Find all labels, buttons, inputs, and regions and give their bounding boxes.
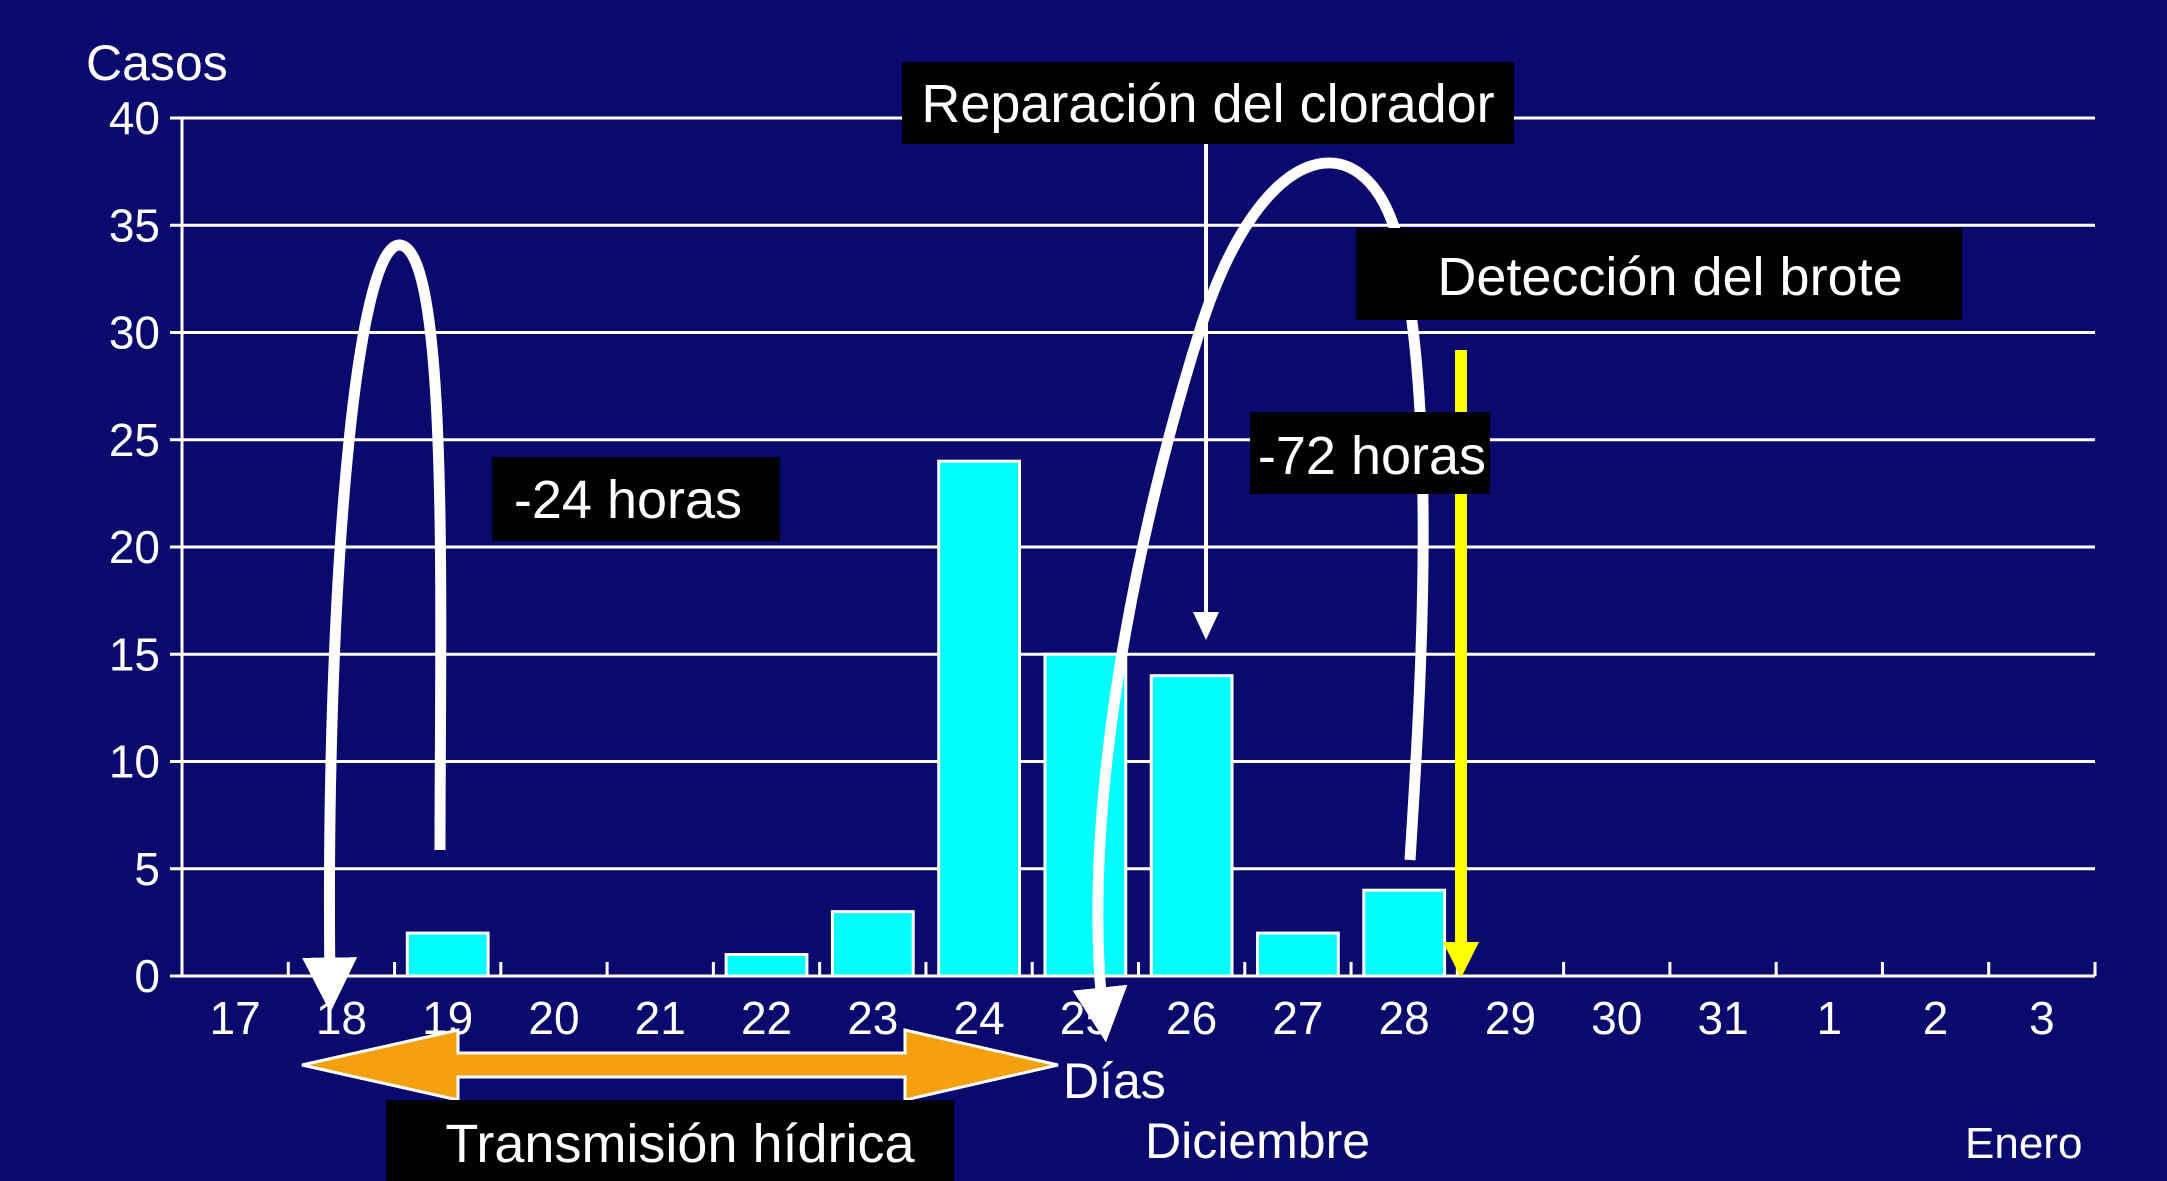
annotation-reparacion: Reparación del clorador bbox=[902, 62, 1514, 144]
x-tick-label-20: 20 bbox=[528, 992, 579, 1044]
gridlines bbox=[182, 116, 2095, 871]
x-tick-label-27: 27 bbox=[1272, 992, 1323, 1044]
deteccion-marker-head bbox=[1443, 942, 1479, 978]
x-tick-label-28: 28 bbox=[1379, 992, 1430, 1044]
annotation-72h: -72 horas bbox=[1250, 412, 1490, 494]
annotation-deteccion-text: Detección del brote bbox=[1437, 247, 1902, 307]
x-tick-label-17: 17 bbox=[210, 992, 261, 1044]
curved-arrow-24h bbox=[302, 239, 447, 1013]
y-tick-label-40: 40 bbox=[109, 92, 160, 144]
month-label-enero: Enero bbox=[1965, 1119, 2082, 1168]
x-tick-label-2: 2 bbox=[1923, 992, 1949, 1044]
y-tick-label-15: 15 bbox=[109, 628, 160, 680]
annotation-transmision: Transmisión hídrica bbox=[386, 1100, 954, 1181]
annotation-24h-text: -24 horas bbox=[514, 470, 742, 530]
x-tick-label-22: 22 bbox=[741, 992, 792, 1044]
y-tick-label-10: 10 bbox=[109, 736, 160, 788]
y-tick-label-25: 25 bbox=[109, 414, 160, 466]
bar-24 bbox=[937, 459, 1021, 978]
x-tick-label-3: 3 bbox=[2029, 992, 2055, 1044]
y-tick-label-35: 35 bbox=[109, 199, 160, 251]
bar-27 bbox=[1256, 931, 1340, 978]
x-tick-label-31: 31 bbox=[1697, 992, 1748, 1044]
y-tick-label-30: 30 bbox=[109, 307, 160, 359]
annotation-reparacion-text: Reparación del clorador bbox=[921, 74, 1494, 134]
x-axis-label: Días bbox=[1063, 1053, 1166, 1109]
annotation-24h: -24 horas bbox=[492, 457, 780, 541]
curved-arrow-72h bbox=[1072, 157, 1429, 1043]
y-axis-ticks: 0 5 10 15 20 25 30 35 40 bbox=[109, 92, 182, 1002]
x-tick-label-21: 21 bbox=[635, 992, 686, 1044]
bars bbox=[405, 459, 1447, 978]
annotation-deteccion: Detección del brote bbox=[1356, 228, 1962, 320]
transmision-range-arrow bbox=[301, 1028, 1059, 1102]
x-tick-label-1: 1 bbox=[1817, 992, 1843, 1044]
x-tick-label-23: 23 bbox=[847, 992, 898, 1044]
bar-23 bbox=[830, 910, 915, 978]
reparacion-arrow-head bbox=[1193, 612, 1219, 640]
y-axis-label: Casos bbox=[86, 35, 228, 91]
x-tick-label-24: 24 bbox=[953, 992, 1004, 1044]
annotation-transmision-text: Transmisión hídrica bbox=[445, 1114, 915, 1174]
bar-22 bbox=[724, 953, 809, 978]
bar-26 bbox=[1149, 674, 1234, 978]
bar-28 bbox=[1362, 888, 1447, 978]
month-label-diciembre: Diciembre bbox=[1145, 1113, 1370, 1169]
y-tick-label-0: 0 bbox=[134, 950, 160, 1002]
x-tick-label-26: 26 bbox=[1166, 992, 1217, 1044]
x-tick-label-18: 18 bbox=[316, 992, 367, 1044]
x-tick-label-30: 30 bbox=[1591, 992, 1642, 1044]
y-tick-label-20: 20 bbox=[109, 521, 160, 573]
y-tick-label-5: 5 bbox=[134, 843, 160, 895]
x-tick-label-29: 29 bbox=[1485, 992, 1536, 1044]
bar-19 bbox=[405, 931, 490, 978]
annotation-72h-text: -72 horas bbox=[1258, 426, 1486, 486]
